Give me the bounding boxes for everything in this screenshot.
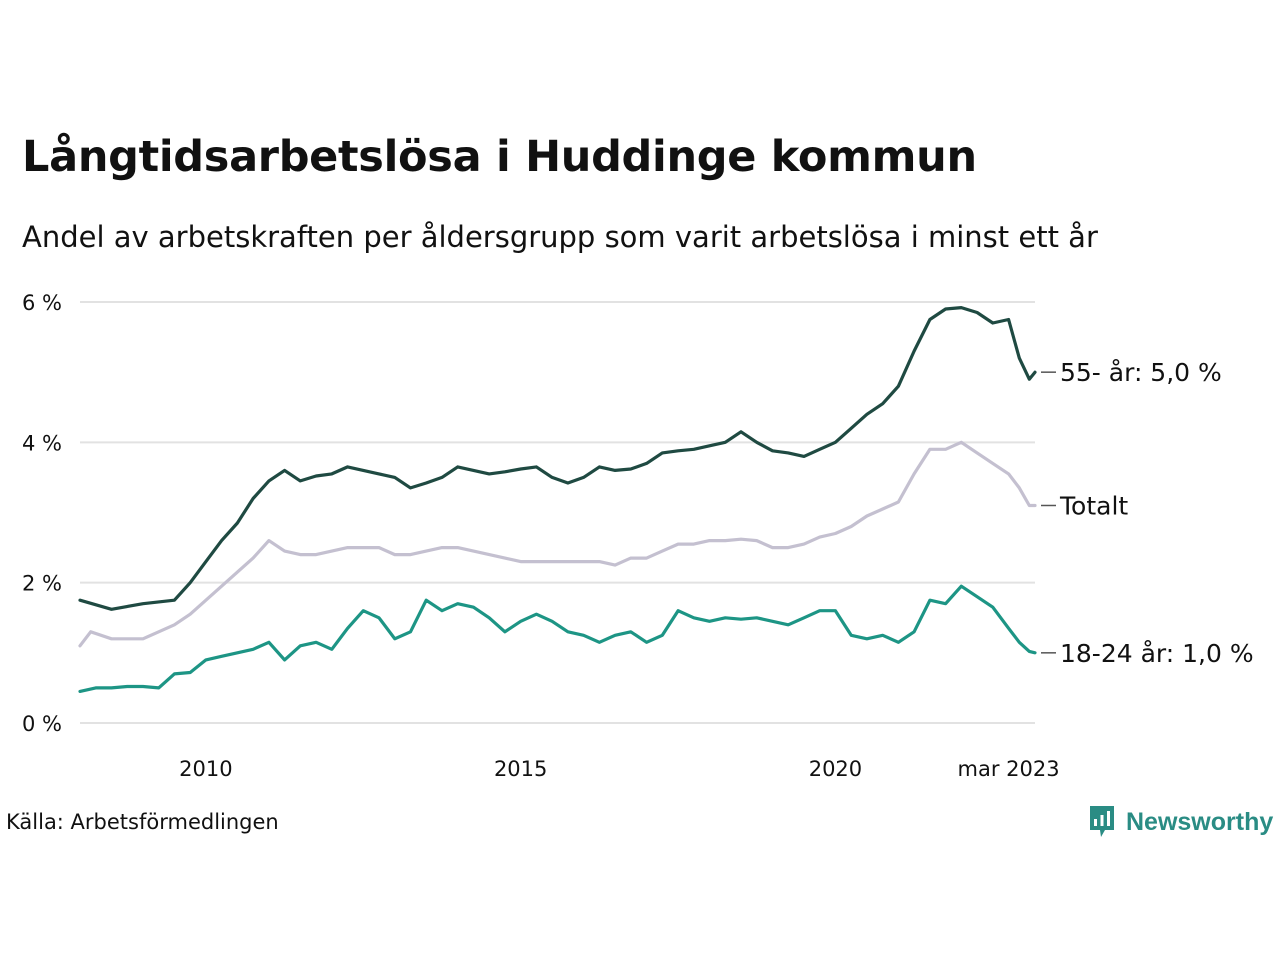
brand-logo: Newsworthy xyxy=(1088,804,1273,840)
source-note: Källa: Arbetsförmedlingen xyxy=(6,810,279,834)
series-line-total xyxy=(78,440,1037,648)
y-tick-label: 4 % xyxy=(22,431,62,455)
brand-name: Newsworthy xyxy=(1126,807,1274,836)
chart-title: Långtidsarbetslösa i Huddinge kommun xyxy=(22,132,977,182)
series-end-label: 18-24 år: 1,0 % xyxy=(1060,639,1254,668)
x-tick-label: mar 2023 xyxy=(958,757,1060,781)
chart-subtitle: Andel av arbetskraften per åldersgrupp s… xyxy=(22,220,1098,254)
x-tick-label: 2010 xyxy=(179,757,232,781)
x-tick-label: 2015 xyxy=(494,757,547,781)
y-tick-label: 2 % xyxy=(22,572,62,596)
newsworthy-logo-icon xyxy=(1090,806,1114,837)
series-line-18-24 xyxy=(78,584,1037,693)
x-tick-label: 2020 xyxy=(809,757,862,781)
series-line-55 xyxy=(78,306,1037,611)
series-end-label: Totalt xyxy=(1059,491,1128,520)
y-tick-label: 0 % xyxy=(22,712,62,736)
y-tick-label: 6 % xyxy=(22,291,62,315)
series-end-label: 55- år: 5,0 % xyxy=(1060,358,1222,387)
